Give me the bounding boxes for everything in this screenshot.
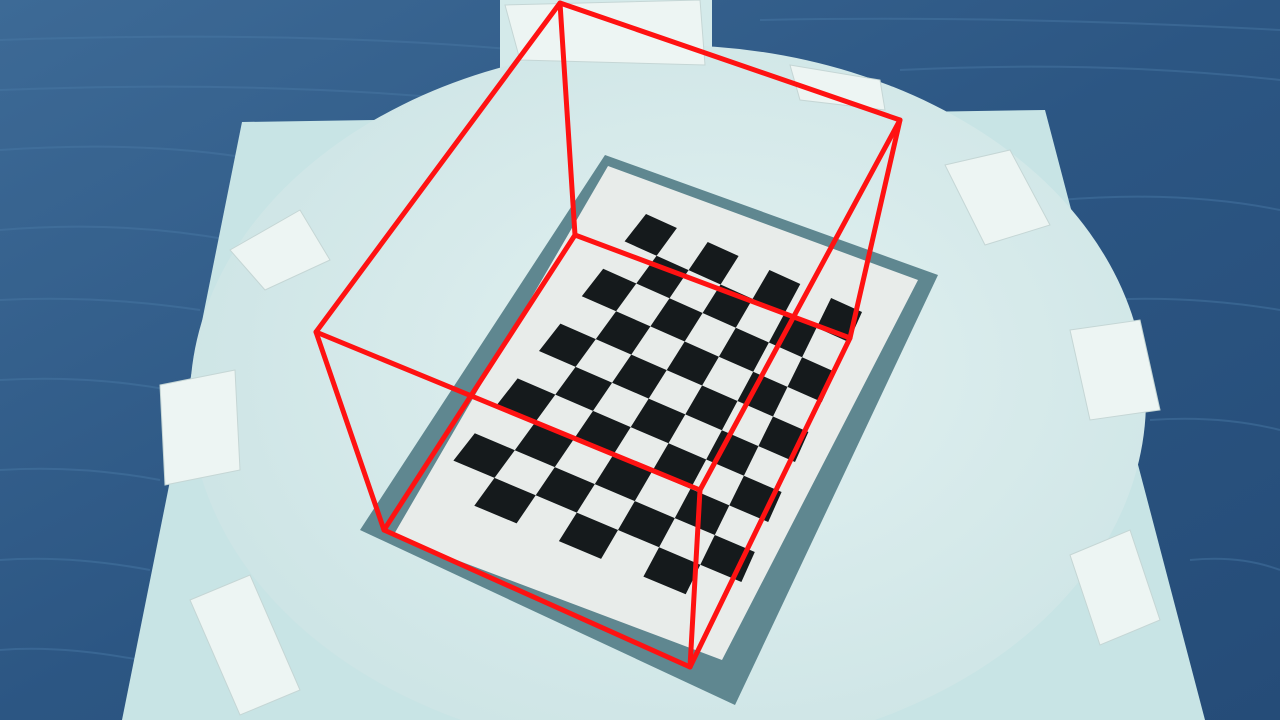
checker-square bbox=[535, 467, 595, 513]
checker-square bbox=[630, 398, 686, 444]
checker-square bbox=[594, 455, 652, 502]
checker-square bbox=[624, 214, 677, 256]
checker-square bbox=[612, 354, 667, 399]
tape-strips bbox=[159, 0, 1161, 716]
checker-square bbox=[539, 323, 596, 367]
checker-square bbox=[685, 385, 738, 431]
checker-square bbox=[650, 298, 703, 342]
checker-square bbox=[618, 501, 675, 548]
checker-square bbox=[752, 270, 801, 314]
box-edge bbox=[557, 0, 578, 238]
checker-square bbox=[674, 488, 730, 535]
checker-square bbox=[555, 366, 613, 411]
checker-square bbox=[706, 430, 759, 476]
box-edge bbox=[313, 329, 387, 533]
checker-square bbox=[718, 327, 769, 372]
bounding-box-overlay bbox=[313, 0, 903, 670]
wood-grain bbox=[0, 17, 1280, 661]
checker-square bbox=[595, 311, 651, 355]
checker-square bbox=[581, 268, 637, 312]
box-edge bbox=[687, 487, 703, 670]
checker-square bbox=[768, 313, 817, 358]
checker-square bbox=[737, 371, 788, 417]
checker-square bbox=[688, 242, 739, 285]
checker-square bbox=[453, 433, 515, 478]
checker-square bbox=[636, 255, 689, 299]
checker-square bbox=[643, 547, 701, 595]
checker-square bbox=[666, 341, 719, 386]
box-edge bbox=[847, 117, 903, 341]
checker-square bbox=[474, 477, 536, 524]
checker-square bbox=[700, 535, 755, 582]
checker-square bbox=[558, 512, 618, 559]
